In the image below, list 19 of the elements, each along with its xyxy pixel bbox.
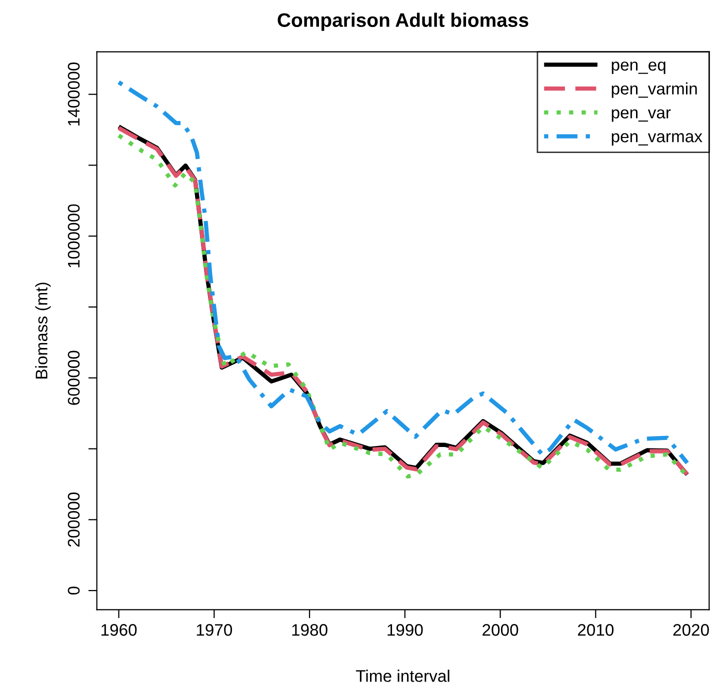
y-tick-label: 600000 bbox=[68, 350, 80, 405]
x-tick-label: 2000 bbox=[482, 624, 518, 636]
x-tick-label: 1980 bbox=[292, 624, 328, 636]
y-tick-label: 1000000 bbox=[68, 204, 80, 268]
legend-label: pen_var bbox=[612, 109, 671, 122]
x-axis-title: Time interval bbox=[356, 670, 450, 682]
y-tick-label: 0 bbox=[68, 586, 80, 595]
x-tick-label: 2020 bbox=[673, 624, 709, 636]
x-tick-label: 1990 bbox=[388, 624, 423, 636]
x-tick-label: 1970 bbox=[196, 624, 232, 636]
chart-title: Comparison Adult biomass bbox=[278, 12, 528, 31]
legend-label: pen_varmax bbox=[612, 133, 702, 146]
legend-label: pen_varmin bbox=[612, 82, 697, 98]
y-tick-label: 200000 bbox=[68, 492, 80, 547]
legend-label: pen_eq bbox=[612, 62, 666, 74]
x-tick-label: 2010 bbox=[578, 624, 614, 636]
y-axis-title: Biomass (mt) bbox=[35, 282, 51, 378]
y-tick-label: 1400000 bbox=[68, 62, 80, 126]
x-tick-label: 1960 bbox=[102, 624, 137, 636]
